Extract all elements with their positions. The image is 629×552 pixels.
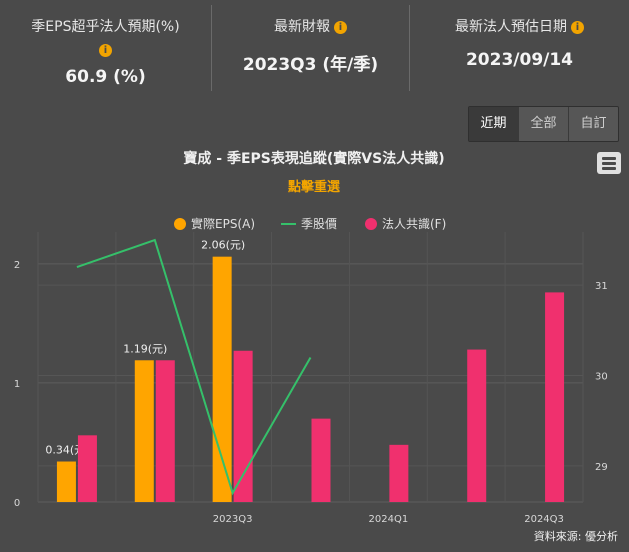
info-icon[interactable]: i xyxy=(99,44,112,57)
bar-consensus xyxy=(77,435,97,502)
stats-divider xyxy=(409,5,410,91)
stat-estimate-date-value: 2023/09/14 xyxy=(465,50,574,70)
data-source-credit: 資料來源: 優分析 xyxy=(534,529,618,543)
stock-price-line xyxy=(76,238,312,496)
x-axis-tick-label: 2024Q1 xyxy=(369,514,409,525)
legend-dot-marker xyxy=(365,218,377,230)
x-axis-tick-label: 2024Q3 xyxy=(524,514,564,525)
stat-eps-surprise-value: 60.9 (%) xyxy=(65,67,146,87)
bar-actual-eps xyxy=(134,360,154,502)
right-axis-tick-label: 31 xyxy=(595,281,608,292)
tab-recent[interactable]: 近期 xyxy=(469,107,518,141)
chart-subtitle: 點擊重選 xyxy=(288,179,340,195)
legend-label: 法人共識(F) xyxy=(382,217,446,231)
info-icon[interactable]: i xyxy=(334,21,347,34)
bar-consensus xyxy=(311,418,331,502)
tab-all[interactable]: 全部 xyxy=(518,107,568,141)
left-axis-tick-label: 0 xyxy=(14,498,20,509)
bar-consensus xyxy=(467,349,487,502)
period-tabs: 近期 全部 自訂 xyxy=(468,106,619,142)
stat-estimate-date-label: 最新法人預估日期 xyxy=(455,19,567,35)
stat-latest-report-label: 最新財報 xyxy=(274,19,330,35)
stat-latest-report: 最新財報 i 2023Q3 (年/季) xyxy=(212,0,409,100)
bar-consensus xyxy=(545,292,565,502)
legend-label: 季股價 xyxy=(301,217,337,231)
legend-dot-marker xyxy=(174,218,186,230)
stats-panel: 季EPS超乎法人預期(%) i 60.9 (%) 最新財報 i 2023Q3 (年… xyxy=(0,0,629,100)
stats-divider xyxy=(211,5,212,91)
stat-eps-surprise-label: 季EPS超乎法人預期(%) xyxy=(31,19,180,35)
bar-consensus xyxy=(155,360,175,502)
left-axis-tick-label: 1 xyxy=(14,379,20,390)
legend-label: 實際EPS(A) xyxy=(191,216,255,231)
stat-eps-surprise: 季EPS超乎法人預期(%) i 60.9 (%) xyxy=(0,0,211,100)
stat-latest-report-value: 2023Q3 (年/季) xyxy=(242,55,379,75)
tab-custom[interactable]: 自訂 xyxy=(568,107,618,141)
bar-actual-eps xyxy=(212,256,232,502)
x-axis-tick-label: 2023Q3 xyxy=(213,514,253,525)
info-icon[interactable]: i xyxy=(571,21,584,34)
right-axis-tick-label: 29 xyxy=(595,462,608,473)
bar-consensus xyxy=(233,350,253,502)
right-axis-tick-label: 30 xyxy=(595,372,608,383)
hamburger-menu-icon[interactable] xyxy=(597,152,621,174)
bar-data-label: 1.19(元) xyxy=(123,342,167,355)
stat-estimate-date: 最新法人預估日期 i 2023/09/14 xyxy=(410,0,629,100)
chart-title: 寶成 - 季EPS表現追蹤(實際VS法人共識) xyxy=(183,150,444,167)
bar-actual-eps xyxy=(56,461,76,502)
bar-consensus xyxy=(389,444,409,502)
bar-data-label: 2.06(元) xyxy=(201,239,245,252)
left-axis-tick-label: 2 xyxy=(14,260,20,271)
